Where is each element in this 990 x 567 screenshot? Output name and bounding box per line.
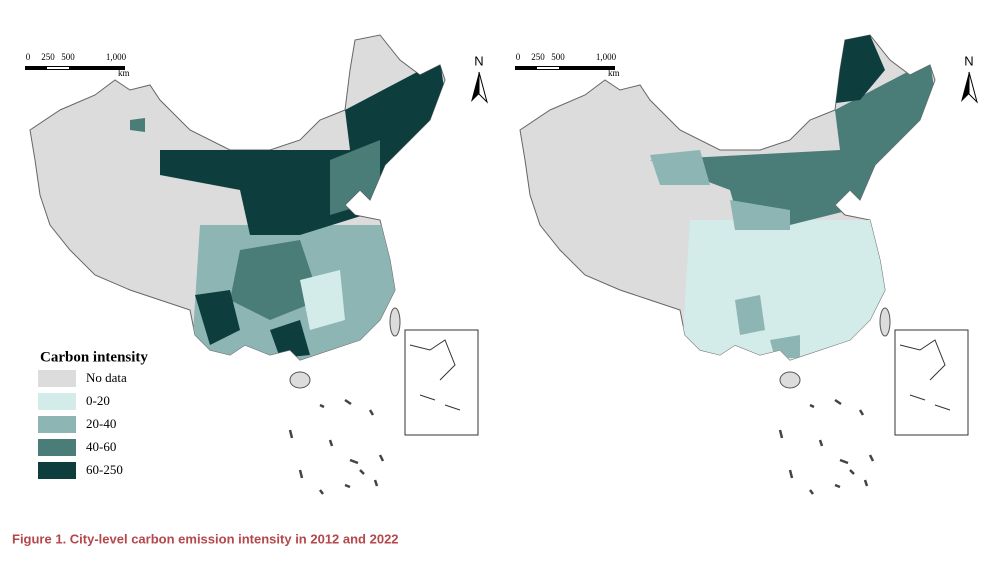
legend-label: 20-40 [86,416,116,431]
legend-label: No data [86,370,127,385]
map-annotations: 0 250 500 1,000 km N [515,52,978,104]
scale-label: 500 [551,52,565,62]
scale-label: 250 [531,52,545,62]
scale-label: 500 [61,52,75,62]
scale-label: 1,000 [596,52,617,62]
north-label: N [964,53,973,68]
scale-unit: km [118,68,130,78]
scale-bar [25,66,125,70]
legend-swatch [38,393,76,410]
legend: Carbon intensity No data 0-20 20-40 40-60 60… [38,349,148,479]
legend-title: Carbon intensity [40,349,148,365]
map-annotations: 0 250 500 1,000 km N [25,52,488,104]
scale-label: 0 [516,52,521,62]
legend-label: 60-250 [86,462,123,477]
legend-swatch [38,439,76,456]
legend-label: 0-20 [86,393,110,408]
scale-label: 0 [26,52,31,62]
legend-label: 40-60 [86,439,116,454]
north-arrow [961,72,969,102]
legend-swatch [38,370,76,387]
scale-label: 1,000 [106,52,127,62]
north-arrow [478,71,488,104]
scale-bar-segment [537,67,559,69]
north-label: N [474,53,483,68]
legend-swatch [38,462,76,479]
north-arrow [471,72,479,102]
scale-label: 250 [41,52,55,62]
legend-swatch [38,416,76,433]
scale-bar-segment [47,67,69,69]
map-2022 [519,34,970,496]
scale-bar [515,66,615,70]
caption: Figure 1. City-level carbon emission int… [12,531,399,546]
scale-unit: km [608,68,620,78]
north-arrow [968,71,978,104]
